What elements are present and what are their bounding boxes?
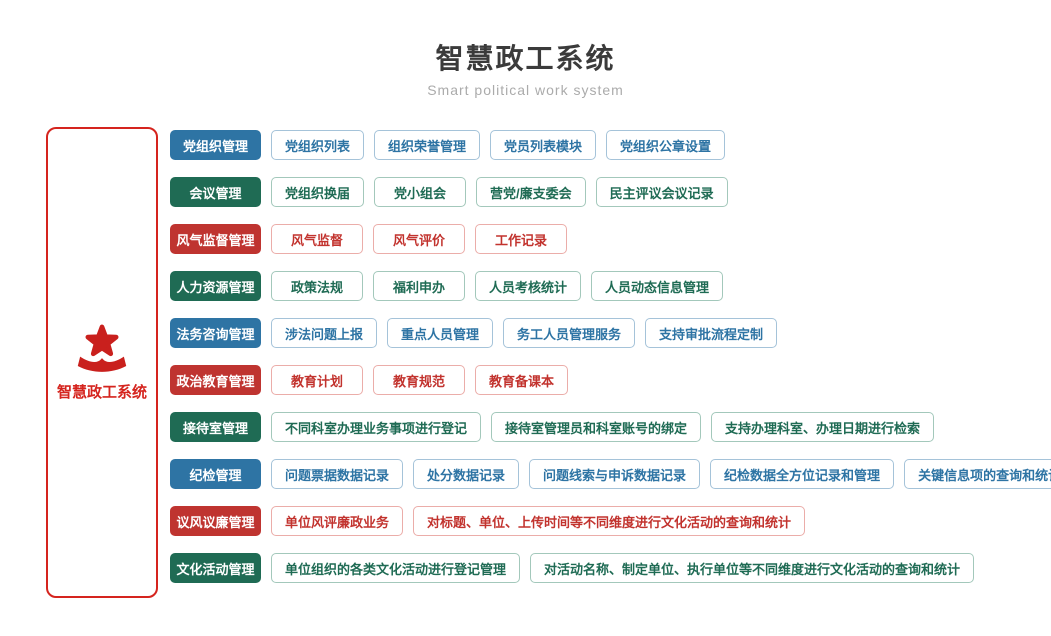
feature-button[interactable]: 涉法问题上报 (271, 318, 378, 348)
feature-row: 党组织管理 党组织列表 组织荣誉管理 党员列表模块 党组织公章设置 (170, 130, 1051, 160)
feature-button[interactable]: 问题票据数据记录 (271, 459, 404, 489)
feature-button[interactable]: 党组织换届 (271, 177, 365, 207)
category-button[interactable]: 法务咨询管理 (170, 318, 261, 348)
category-button[interactable]: 党组织管理 (170, 130, 261, 160)
feature-button[interactable]: 党组织公章设置 (606, 130, 726, 160)
party-star-ribbon-icon (77, 323, 127, 372)
feature-row: 人力资源管理 政策法规 福利申办 人员考核统计 人员动态信息管理 (170, 271, 1051, 301)
feature-button[interactable]: 对活动名称、制定单位、执行单位等不同维度进行文化活动的查询和统计 (530, 553, 975, 583)
category-button[interactable]: 议风议廉管理 (170, 506, 261, 536)
feature-rows: 党组织管理 党组织列表 组织荣誉管理 党员列表模块 党组织公章设置 会议管理 党组织换届 党小… (170, 130, 1051, 583)
feature-button[interactable]: 福利申办 (373, 271, 465, 301)
category-button[interactable]: 纪检管理 (170, 459, 261, 489)
category-button[interactable]: 人力资源管理 (170, 271, 261, 301)
page-subtitle: Smart political work system (427, 82, 624, 98)
category-button[interactable]: 接待室管理 (170, 412, 261, 442)
page-title: 智慧政工系统 (435, 43, 616, 74)
feature-button[interactable]: 教育备课本 (475, 365, 569, 395)
feature-button[interactable]: 民主评议会议记录 (595, 177, 728, 207)
category-button[interactable]: 政治教育管理 (170, 365, 261, 395)
feature-row: 纪检管理 问题票据数据记录 处分数据记录 问题线索与申诉数据记录 纪检数据全方位记录和管… (170, 459, 1051, 489)
feature-button[interactable]: 支持办理科室、办理日期进行检索 (711, 412, 935, 442)
feature-button[interactable]: 组织荣誉管理 (374, 130, 481, 160)
feature-button[interactable]: 风气评价 (373, 224, 465, 254)
feature-button[interactable]: 处分数据记录 (413, 459, 520, 489)
feature-row: 法务咨询管理 涉法问题上报 重点人员管理 务工人员管理服务 支持审批流程定制 (170, 318, 1051, 348)
category-button[interactable]: 会议管理 (170, 177, 261, 207)
page-header: 智慧政工系统 Smart political work system (0, 42, 1051, 98)
feature-button[interactable]: 人员动态信息管理 (591, 271, 724, 301)
feature-button[interactable]: 工作记录 (475, 224, 567, 254)
feature-button[interactable]: 关键信息项的查询和统计 (904, 459, 1051, 489)
feature-row: 议风议廉管理 单位风评廉政业务 对标题、单位、上传时间等不同维度进行文化活动的查询和… (170, 506, 1051, 536)
category-button[interactable]: 文化活动管理 (170, 553, 261, 583)
feature-button[interactable]: 接待室管理员和科室账号的绑定 (491, 412, 702, 442)
feature-button[interactable]: 人员考核统计 (475, 271, 582, 301)
feature-button[interactable]: 不同科室办理业务事项进行登记 (271, 412, 482, 442)
feature-button[interactable]: 党员列表模块 (490, 130, 597, 160)
feature-button[interactable]: 支持审批流程定制 (645, 318, 778, 348)
feature-button[interactable]: 单位组织的各类文化活动进行登记管理 (271, 553, 521, 583)
feature-button[interactable]: 单位风评廉政业务 (271, 506, 404, 536)
system-root-box: 智慧政工系统 (46, 127, 158, 598)
feature-button[interactable]: 政策法规 (271, 271, 363, 301)
feature-button[interactable]: 重点人员管理 (387, 318, 494, 348)
feature-button[interactable]: 教育规范 (373, 365, 465, 395)
feature-row: 风气监督管理 风气监督 风气评价 工作记录 (170, 224, 1051, 254)
feature-row: 政治教育管理 教育计划 教育规范 教育备课本 (170, 365, 1051, 395)
feature-button[interactable]: 党组织列表 (271, 130, 365, 160)
feature-button[interactable]: 务工人员管理服务 (503, 318, 636, 348)
system-root-label: 智慧政工系统 (56, 384, 147, 401)
feature-row: 接待室管理 不同科室办理业务事项进行登记 接待室管理员和科室账号的绑定 支持办理科室、… (170, 412, 1051, 442)
feature-row: 会议管理 党组织换届 党小组会 营党/廉支委会 民主评议会议记录 (170, 177, 1051, 207)
feature-button[interactable]: 营党/廉支委会 (476, 177, 586, 207)
feature-row: 文化活动管理 单位组织的各类文化活动进行登记管理 对活动名称、制定单位、执行单位等不… (170, 553, 1051, 583)
feature-button[interactable]: 风气监督 (271, 224, 363, 254)
category-button[interactable]: 风气监督管理 (170, 224, 261, 254)
feature-button[interactable]: 对标题、单位、上传时间等不同维度进行文化活动的查询和统计 (413, 506, 806, 536)
feature-button[interactable]: 纪检数据全方位记录和管理 (710, 459, 895, 489)
feature-button[interactable]: 问题线索与申诉数据记录 (529, 459, 701, 489)
feature-button[interactable]: 党小组会 (374, 177, 467, 207)
feature-button[interactable]: 教育计划 (271, 365, 363, 395)
